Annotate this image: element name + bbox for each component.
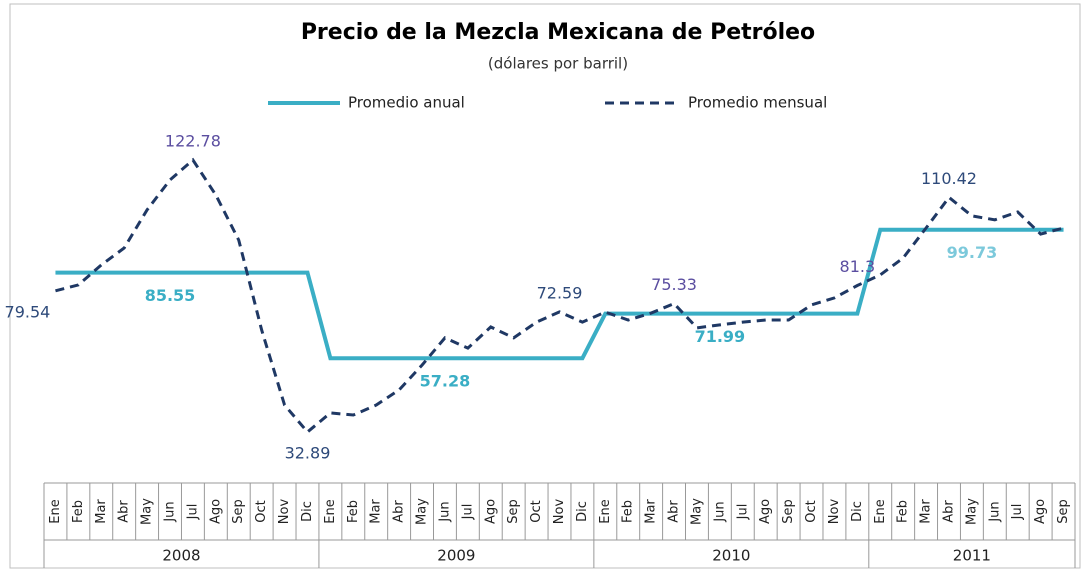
- year-label: 2009: [437, 547, 475, 565]
- x-tick-label: Jul: [185, 504, 200, 521]
- x-tick-label: Oct: [254, 500, 269, 522]
- data-label: 122.78: [165, 131, 221, 150]
- year-label: 2010: [712, 547, 750, 565]
- x-tick-label: Jul: [735, 504, 750, 521]
- x-tick-label: Ago: [758, 499, 773, 524]
- x-tick-label: Jul: [460, 504, 475, 521]
- x-tick-label: Mar: [644, 499, 659, 524]
- x-tick-label: Nov: [277, 499, 292, 525]
- x-tick-label: Feb: [896, 500, 911, 523]
- x-tick-label: Abr: [941, 500, 956, 523]
- x-tick-label: May: [964, 498, 979, 525]
- x-tick-label: Ago: [1033, 499, 1048, 524]
- x-tick-label: Ene: [873, 499, 888, 523]
- x-tick-label: Ene: [48, 499, 63, 523]
- x-tick-label: Sep: [506, 499, 521, 524]
- x-tick-label: Oct: [804, 500, 819, 522]
- x-tick-label: Ago: [483, 499, 498, 524]
- x-tick-label: Mar: [919, 499, 934, 524]
- x-tick-label: Abr: [392, 500, 407, 523]
- chart-subtitle: (dólares por barril): [488, 55, 628, 73]
- data-label: 110.42: [921, 169, 977, 188]
- x-tick-label: Nov: [827, 499, 842, 525]
- data-label: 85.55: [145, 286, 196, 305]
- data-label: 72.59: [537, 283, 583, 302]
- chart-title: Precio de la Mezcla Mexicana de Petróleo: [301, 20, 815, 45]
- x-tick-label: Feb: [346, 500, 361, 523]
- x-tick-label: Mar: [369, 499, 384, 524]
- series-line: [55, 227, 1064, 361]
- data-label: 99.73: [947, 243, 998, 262]
- chart-frame: [9, 3, 1081, 569]
- x-tick-label: Jun: [712, 501, 727, 522]
- x-tick-label: Sep: [1056, 499, 1071, 524]
- x-tick-label: Sep: [781, 499, 796, 524]
- x-tick-label: May: [689, 498, 704, 525]
- x-tick-label: Abr: [667, 500, 682, 523]
- x-tick-label: Mar: [94, 499, 109, 524]
- x-tick-label: Jul: [1010, 504, 1025, 521]
- data-label: 71.99: [695, 327, 746, 346]
- x-tick-label: Ene: [598, 499, 613, 523]
- data-label: 79.54: [5, 302, 51, 321]
- x-tick-label: Feb: [71, 500, 86, 523]
- data-label: 81.3: [840, 257, 876, 276]
- x-tick-label: Jun: [437, 501, 452, 522]
- data-label: 32.89: [285, 444, 331, 463]
- series-line: [55, 157, 1064, 435]
- x-tick-label: Sep: [231, 499, 246, 524]
- x-tick-label: Jun: [163, 501, 178, 522]
- x-tick-label: May: [140, 498, 155, 525]
- legend-label: Promedio anual: [348, 94, 465, 112]
- data-label: 75.33: [651, 275, 697, 294]
- year-label: 2011: [953, 547, 991, 565]
- data-label: 57.28: [420, 372, 471, 391]
- x-tick-label: Dic: [850, 501, 865, 522]
- x-tick-label: Jun: [987, 501, 1002, 522]
- x-tick-label: Oct: [529, 500, 544, 522]
- x-tick-label: Feb: [621, 500, 636, 523]
- x-tick-label: May: [415, 498, 430, 525]
- x-tick-label: Ene: [323, 499, 338, 523]
- x-tick-label: Nov: [552, 499, 567, 525]
- year-label: 2008: [162, 547, 200, 565]
- x-tick-label: Abr: [117, 500, 132, 523]
- x-tick-label: Dic: [300, 501, 315, 522]
- x-tick-label: Ago: [208, 499, 223, 524]
- legend-label: Promedio mensual: [688, 94, 827, 112]
- x-tick-label: Dic: [575, 501, 590, 522]
